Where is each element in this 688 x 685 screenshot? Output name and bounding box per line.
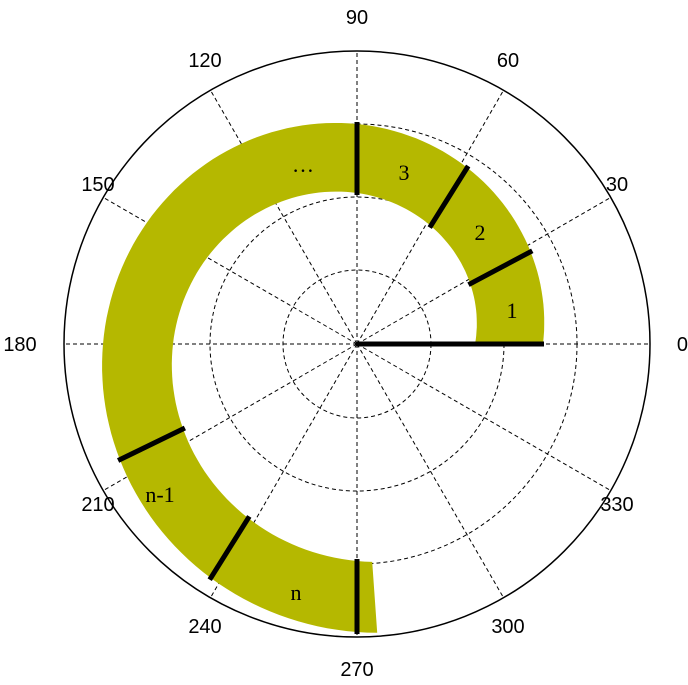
angle-label-330: 330 — [600, 494, 633, 516]
angle-label-150: 150 — [81, 174, 114, 196]
segment-label-n: n — [291, 580, 302, 605]
angle-label-210: 210 — [81, 494, 114, 516]
angle-label-180: 180 — [3, 334, 36, 356]
angle-label-90: 90 — [346, 7, 368, 29]
angle-label-0: 0 — [677, 334, 688, 356]
segment-label-n-minus-1: n-1 — [145, 482, 174, 507]
segment-label-2: 2 — [475, 220, 486, 245]
spoke-300 — [356, 343, 504, 598]
segment-label-ellipsis: … — [292, 152, 314, 177]
angle-label-270: 270 — [340, 659, 373, 681]
segment-label-3: 3 — [399, 160, 410, 185]
spoke-330 — [356, 343, 611, 491]
angle-label-300: 300 — [491, 616, 524, 638]
angle-label-120: 120 — [188, 50, 221, 72]
outer-circle — [63, 50, 651, 638]
segment-dividers — [117, 122, 534, 634]
angle-label-30: 30 — [606, 174, 628, 196]
divider-1-2 — [467, 248, 534, 287]
divider-n-minus-1-n — [207, 515, 252, 582]
divider-2-3 — [427, 164, 471, 229]
angle-label-240: 240 — [188, 616, 221, 638]
divider-ellipsis-n-minus-1 — [117, 425, 186, 463]
angle-label-60: 60 — [497, 50, 519, 72]
segment-label-1: 1 — [507, 298, 518, 323]
spiral-band — [102, 123, 545, 633]
